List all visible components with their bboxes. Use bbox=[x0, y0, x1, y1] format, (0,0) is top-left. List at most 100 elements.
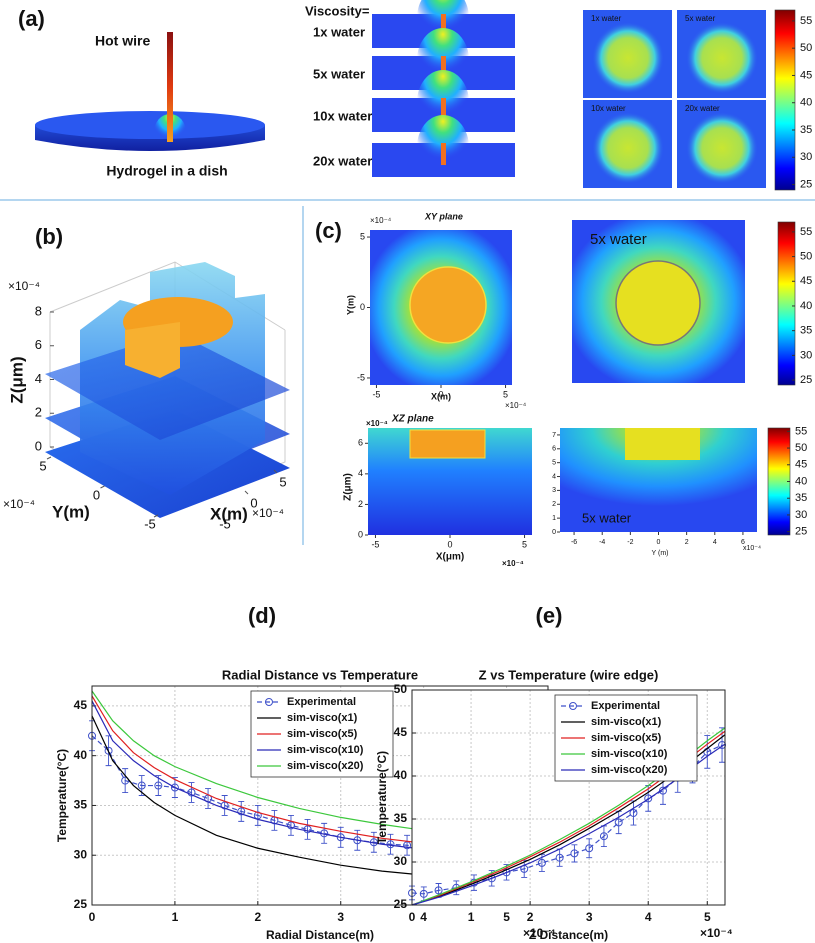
plot-frame bbox=[411, 689, 726, 906]
error-bar bbox=[404, 834, 411, 856]
data-point bbox=[599, 832, 608, 841]
axis-label: X(m) bbox=[431, 391, 451, 401]
x-tick-label: 0 bbox=[657, 539, 661, 546]
y-tick-label: 45 bbox=[394, 725, 408, 739]
error-bar bbox=[205, 788, 212, 809]
top-image bbox=[572, 220, 745, 383]
data-point bbox=[644, 794, 653, 803]
data-point bbox=[170, 783, 179, 792]
y-tick-label: -5 bbox=[357, 372, 365, 382]
data-point bbox=[570, 849, 579, 858]
error-bar bbox=[155, 775, 162, 796]
chart-title: Z vs Temperature (wire edge) bbox=[479, 667, 659, 682]
colorbar-tick-label: 30 bbox=[795, 509, 807, 521]
error-bar bbox=[586, 838, 593, 859]
y-tick-label: 30 bbox=[394, 854, 408, 868]
image-title: XZ plane bbox=[391, 414, 434, 425]
x-tick-label: 1 bbox=[468, 910, 475, 924]
data-point bbox=[537, 858, 546, 867]
z-tick-label: 2 bbox=[35, 405, 42, 420]
image-label: 5x water bbox=[590, 231, 647, 248]
axis-exponent: ×10⁻⁴ bbox=[502, 559, 524, 568]
panel-label: (d) bbox=[248, 603, 276, 628]
colorbar-tick-label: 45 bbox=[800, 275, 812, 287]
x-tick-label: 0 bbox=[438, 389, 443, 399]
x-tick-label: 0 bbox=[250, 495, 257, 510]
colorbar-tick-label: 30 bbox=[800, 151, 812, 163]
wire bbox=[441, 98, 446, 120]
x-axis-label: Z Distance(m) bbox=[529, 928, 608, 942]
legend-marker bbox=[265, 698, 273, 706]
y-tick-label: 40 bbox=[394, 768, 408, 782]
chart: 0 1 2 3 4 5253035404550Experimentalsim-visco(… bbox=[375, 603, 733, 942]
x-tick-label: 3 bbox=[586, 910, 593, 924]
axis-exponent: x10⁻⁴ bbox=[743, 545, 761, 552]
panel-label: (e) bbox=[536, 603, 563, 628]
y-tick-label: 4 bbox=[552, 473, 556, 480]
y-tick-label: 25 bbox=[394, 897, 408, 911]
x-axis-exponent: ×10⁻⁴ bbox=[523, 926, 556, 940]
y-axis-label: Temperature(°C) bbox=[375, 751, 389, 844]
y-tick-label: 25 bbox=[74, 897, 88, 911]
data-point bbox=[104, 746, 113, 755]
x-tick bbox=[273, 469, 278, 474]
axis-exponent: ×10⁻⁴ bbox=[505, 401, 527, 410]
axis-label: Y(m) bbox=[345, 295, 355, 315]
colorbar-tick-label: 50 bbox=[800, 42, 812, 54]
y-tick-label: 7 bbox=[552, 432, 556, 439]
x-tick-label: 5 bbox=[503, 910, 510, 924]
colorbar-tick-label: 50 bbox=[795, 442, 807, 454]
y-tick-label: 4 bbox=[358, 468, 363, 478]
legend-label: sim-visco(x10) bbox=[591, 748, 668, 760]
axis-label: X(μm) bbox=[436, 552, 464, 563]
x-tick-label: -6 bbox=[571, 539, 577, 546]
x-tick-label: 2 bbox=[685, 539, 689, 546]
hot-spot bbox=[686, 112, 758, 184]
axis-exponent: ×10⁻⁴ bbox=[3, 497, 35, 511]
y-tick-label: 5 bbox=[39, 458, 46, 473]
x-tick-label: 0 bbox=[89, 910, 96, 924]
y-tick-label: 50 bbox=[394, 682, 408, 696]
x-tick-label: 5 bbox=[704, 910, 711, 924]
x-axis-label: Radial Distance(m) bbox=[266, 928, 374, 942]
view-label: 5x water bbox=[685, 14, 716, 23]
colorbar-tick-label: 25 bbox=[800, 178, 812, 190]
data-point bbox=[419, 889, 428, 898]
y-tick-label: -5 bbox=[144, 516, 156, 531]
colorbar bbox=[777, 221, 796, 386]
error-bar bbox=[221, 795, 228, 816]
error-bar bbox=[571, 844, 578, 863]
data-point bbox=[629, 808, 638, 817]
y-tick-label: 6 bbox=[552, 446, 556, 453]
colorbar-tick-label: 55 bbox=[800, 15, 812, 27]
chart-title: Radial Distance vs Temperature bbox=[222, 667, 418, 682]
y-tick-label: 0 bbox=[358, 529, 363, 539]
y-tick-label: 35 bbox=[74, 798, 88, 812]
colorbar-tick-label: 40 bbox=[800, 300, 812, 312]
x-tick-label: 0 bbox=[409, 910, 416, 924]
colorbar-tick-label: 45 bbox=[795, 459, 807, 471]
legend-label: sim-visco(x5) bbox=[591, 732, 662, 744]
error-bar bbox=[188, 782, 195, 803]
x-axis-exponent: ×10⁻⁴ bbox=[700, 926, 733, 940]
image-title: XY plane bbox=[424, 211, 463, 221]
x-tick-label: 5 bbox=[522, 539, 527, 549]
x-tick-label: 2 bbox=[254, 910, 261, 924]
dish-illustration bbox=[35, 32, 265, 151]
data-point bbox=[187, 788, 196, 797]
data-point bbox=[585, 844, 594, 853]
x-tick-label: 0 bbox=[447, 539, 452, 549]
x-tick-label: 4 bbox=[713, 539, 717, 546]
x-tick bbox=[244, 490, 249, 495]
view-label: 1x water bbox=[591, 14, 622, 23]
legend-label: sim-visco(x1) bbox=[287, 712, 358, 724]
hot-spot bbox=[686, 22, 758, 94]
data-point bbox=[614, 818, 623, 827]
hot-spot bbox=[592, 112, 664, 184]
colorbar-tick-label: 35 bbox=[800, 124, 812, 136]
colorbar-tick-label: 25 bbox=[795, 526, 807, 538]
data-point bbox=[237, 807, 246, 816]
x-tick bbox=[215, 511, 220, 516]
row-label: 20x water bbox=[313, 153, 372, 168]
